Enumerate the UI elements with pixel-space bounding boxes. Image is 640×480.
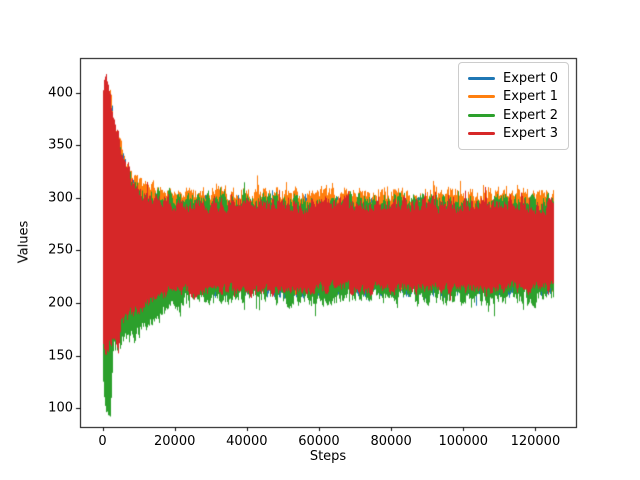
legend-entry: Expert 1 — [468, 88, 560, 105]
x-tick-label: 80000 — [370, 434, 412, 449]
x-tick-label: 20000 — [154, 434, 196, 449]
legend-entry-label: Expert 1 — [503, 89, 559, 105]
legend-line-sample — [468, 77, 495, 80]
y-tick-label: 350 — [48, 137, 73, 153]
x-axis-label: Steps — [309, 449, 347, 464]
legend-entry-label: Expert 0 — [503, 71, 559, 86]
y-axis-label: Values — [16, 220, 32, 264]
legend-entry-label: Expert 2 — [503, 107, 559, 123]
x-tick-label: 100000 — [438, 434, 489, 449]
x-tick-label: 0 — [98, 434, 107, 449]
legend: Expert 0 Expert 1 Expert 2 Expert 3 — [458, 62, 569, 150]
x-tick-label: 120000 — [510, 434, 561, 449]
legend-entry: Expert 3 — [468, 125, 560, 142]
legend-line-sample — [468, 113, 495, 117]
y-tick-label: 150 — [48, 348, 73, 363]
legend-line-sample — [468, 131, 495, 135]
legend-entry: Expert 2 — [468, 107, 560, 124]
y-tick-label: 400 — [48, 85, 73, 101]
y-tick-label: 200 — [48, 295, 73, 311]
x-tick-label: 60000 — [298, 434, 340, 449]
legend-line-sample — [468, 95, 495, 99]
x-tick-label: 40000 — [226, 434, 268, 449]
y-tick-label: 300 — [48, 190, 73, 206]
legend-entry: Expert 0 — [468, 70, 560, 87]
y-tick-label: 100 — [48, 400, 73, 416]
legend-entry-label: Expert 3 — [503, 125, 559, 141]
y-tick-label: 250 — [48, 242, 73, 258]
